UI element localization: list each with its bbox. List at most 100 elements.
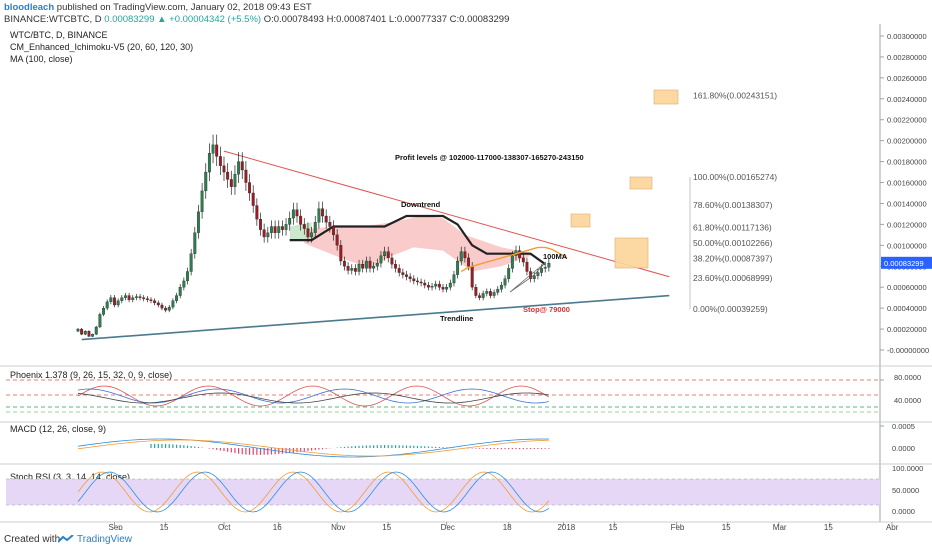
candle	[423, 282, 427, 286]
target-box	[629, 176, 653, 190]
fib-level-label: 161.80%(0.00243151)	[693, 91, 777, 101]
candle	[324, 215, 328, 223]
tradingview-logo-icon	[58, 535, 74, 543]
author-link[interactable]: bloodleach	[4, 2, 55, 13]
candle	[113, 297, 116, 306]
candle	[87, 331, 91, 337]
stoch-tick-label: 100.0000	[892, 464, 923, 473]
candle	[412, 278, 416, 282]
candle	[401, 272, 405, 275]
candle	[478, 295, 481, 298]
time-tick-label: 15	[160, 523, 169, 530]
time-tick-label: 15	[609, 523, 618, 530]
candle	[485, 291, 489, 294]
price-change: +0.00004342 (+5.5%)	[169, 14, 262, 25]
candle	[335, 234, 339, 246]
candle	[328, 222, 332, 227]
candle	[445, 287, 449, 290]
candle	[280, 226, 284, 230]
candle	[240, 161, 244, 171]
ichimoku-cloud	[304, 216, 531, 272]
candle	[167, 306, 171, 311]
fib-level-label: 23.60%(0.00068999)	[693, 273, 773, 283]
candle	[175, 295, 178, 301]
candle	[390, 257, 394, 265]
stoch-rsi-band	[6, 479, 880, 505]
uptrend-line	[81, 294, 670, 341]
candle	[339, 245, 343, 262]
candle	[521, 257, 525, 263]
last-price-tag	[881, 256, 932, 269]
candle	[342, 260, 346, 267]
candle	[492, 292, 496, 296]
candle	[288, 217, 292, 225]
price-tick-label: 0.00200000	[887, 137, 927, 146]
candle	[277, 226, 281, 233]
ma-legend: MA (100, close)	[10, 54, 73, 64]
candle	[525, 261, 529, 272]
candle	[229, 179, 233, 187]
candle	[543, 267, 547, 269]
candle	[193, 232, 197, 254]
candle	[251, 192, 255, 206]
candle	[540, 268, 543, 273]
candle	[98, 314, 102, 328]
tradingview-brand[interactable]: TradingView	[77, 534, 133, 545]
ticker-label: BINANCE:WTCBTC, D	[4, 14, 102, 25]
time-tick-label: Sep	[109, 523, 124, 530]
candle	[149, 299, 153, 301]
candle	[266, 232, 270, 238]
candle	[127, 295, 131, 300]
candle	[379, 255, 383, 264]
time-tick-label: 2018	[557, 523, 575, 530]
profit-levels-annotation: Profit levels @ 102000-117000-138307-165…	[395, 153, 584, 162]
fib-level-label: 0.00%(0.00039259)	[693, 304, 768, 314]
time-tick-label: Feb	[671, 523, 685, 530]
candle	[459, 251, 463, 262]
candle	[138, 296, 142, 298]
time-tick-label: Oct	[218, 523, 231, 530]
candle	[273, 226, 277, 233]
candle	[211, 144, 215, 154]
candle	[215, 144, 219, 157]
created-with-label: Created with	[4, 534, 61, 545]
candle	[481, 293, 485, 298]
ma100-line	[460, 246, 568, 273]
candle	[474, 287, 478, 296]
candle	[452, 274, 456, 284]
candle	[226, 171, 230, 180]
stoch-tick-label: 0.0000	[892, 507, 915, 516]
macd-tick-label: 0.0005	[892, 422, 915, 431]
candle	[507, 268, 511, 279]
candle	[164, 307, 168, 311]
price-tick-label: 0.00220000	[887, 116, 927, 125]
price-tick-label: 0.00160000	[887, 179, 927, 188]
candle	[375, 262, 379, 267]
candle	[200, 190, 204, 212]
price-tick-label: 0.00180000	[887, 158, 927, 167]
time-tick-label: Nov	[331, 523, 345, 530]
candle	[255, 205, 259, 220]
candle	[284, 224, 288, 230]
price-tick-label: 0.00120000	[887, 220, 927, 229]
main-pane-title: WTC/BTC, D, BINANCE	[10, 30, 108, 40]
time-tick-label: 15	[722, 523, 731, 530]
price-tick-label: 0.00140000	[887, 199, 927, 208]
candle	[196, 211, 200, 233]
candle	[405, 274, 408, 277]
candle	[518, 250, 522, 259]
ichimoku-legend: CM_Enhanced_Ichimoku-V5 (20, 60, 120, 30…	[10, 42, 194, 52]
chart-area[interactable]: 0.00300000 0.00280000 0.00260000 0.00240000…	[0, 24, 932, 530]
stop-annotation: Stop@ 79000	[523, 305, 570, 314]
stoch-k-line	[77, 471, 550, 513]
candle	[80, 328, 84, 335]
candle	[76, 328, 80, 332]
candle	[503, 278, 507, 286]
candle	[386, 251, 390, 259]
time-tick-label: Apr	[886, 523, 899, 530]
candle	[83, 331, 87, 335]
price-tick-label: 0.00040000	[887, 304, 927, 313]
last-price: 0.00083299	[104, 14, 155, 25]
candle	[415, 280, 419, 283]
price-tick-label: 0.00060000	[887, 283, 927, 292]
